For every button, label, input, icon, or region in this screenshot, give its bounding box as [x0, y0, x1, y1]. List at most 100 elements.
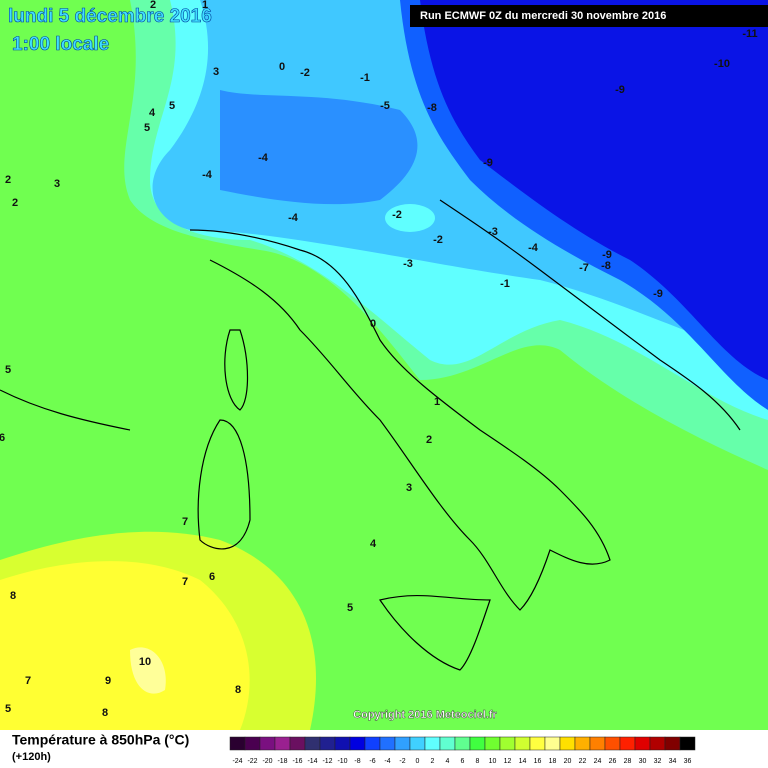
legend-tick-label: 22: [579, 758, 587, 765]
contour-label: -8: [601, 260, 611, 272]
legend-swatch: [559, 736, 576, 751]
contour-label: 1: [202, 0, 208, 11]
contour-label: 2: [426, 434, 432, 446]
legend-swatch: [664, 736, 681, 751]
legend-tick-label: 10: [489, 758, 497, 765]
contour-label: 1: [434, 396, 440, 408]
contour-label: 5: [5, 703, 11, 715]
contour-label: 10: [139, 656, 151, 668]
zone-blue: [220, 90, 418, 205]
legend-swatch: [304, 736, 321, 751]
legend-tick-label: 6: [461, 758, 465, 765]
legend-tick-label: -22: [247, 758, 257, 765]
copyright: Copyright 2016 Meteociel.fr: [353, 709, 497, 721]
legend-swatch: [604, 736, 621, 751]
legend-swatch: [244, 736, 261, 751]
legend-tick-label: -2: [399, 758, 405, 765]
contour-label: -5: [380, 100, 390, 112]
legend-tick-label: 30: [639, 758, 647, 765]
legend-swatch: [274, 736, 291, 751]
forecast-date: lundi 5 décembre 2016: [8, 6, 212, 27]
legend-swatch: [409, 736, 426, 751]
legend-swatch: [259, 736, 276, 751]
contour-label: 6: [209, 571, 215, 583]
legend-tick-label: 24: [594, 758, 602, 765]
legend-tick-label: 28: [624, 758, 632, 765]
legend-swatch: [289, 736, 306, 751]
legend-swatch: [529, 736, 546, 751]
legend-tick-label: 8: [476, 758, 480, 765]
contour-label: 8: [235, 684, 241, 696]
legend-swatch: [499, 736, 516, 751]
contour-label: 5: [144, 122, 150, 134]
run-info: Run ECMWF 0Z du mercredi 30 novembre 201…: [420, 10, 666, 22]
contour-label: -7: [579, 262, 589, 274]
legend-tick-label: -14: [307, 758, 317, 765]
legend-swatch: [514, 736, 531, 751]
legend-tick-label: 34: [669, 758, 677, 765]
legend-swatch: [439, 736, 456, 751]
contour-label: -10: [714, 58, 730, 70]
legend: -24 -22 -20 -18 -16 -14 -12 -10 -8 -6 -4 -2 0 2 4 6 8 10 1…: [229, 736, 696, 765]
run-banner: [410, 5, 768, 27]
legend-swatch: [649, 736, 666, 751]
contour-label: -9: [602, 249, 612, 261]
legend-tick-label: -6: [369, 758, 375, 765]
legend-tick-label: -24: [232, 758, 242, 765]
legend-tick-label: 20: [564, 758, 572, 765]
legend-swatch: [349, 736, 366, 751]
contour-label: -3: [488, 226, 498, 238]
legend-tick-label: 32: [654, 758, 662, 765]
footer-title: Température à 850hPa (°C): [12, 732, 189, 748]
legend-swatch: [229, 736, 246, 751]
contour-label: 8: [10, 590, 16, 602]
contour-label: -9: [483, 157, 493, 169]
contour-label: -4: [528, 242, 539, 254]
legend-tick-label: 36: [684, 758, 692, 765]
contour-label: 2: [150, 0, 156, 11]
contour-label: 5: [169, 100, 175, 112]
legend-swatch: [364, 736, 381, 751]
legend-swatch: [574, 736, 591, 751]
contour-label: 0: [370, 318, 376, 330]
contour-label: 7: [182, 576, 188, 588]
contour-label: 7: [25, 675, 31, 687]
legend-tick-label: -18: [277, 758, 287, 765]
legend-tick-label: -12: [322, 758, 332, 765]
footer-subtitle: (+120h): [12, 751, 51, 763]
legend-tick-label: -8: [354, 758, 360, 765]
legend-swatch: [589, 736, 606, 751]
legend-swatch: [454, 736, 471, 751]
contour-label: -9: [653, 288, 663, 300]
legend-tick-label: 4: [446, 758, 450, 765]
contour-label: -4: [288, 212, 299, 224]
legend-swatch: [379, 736, 396, 751]
contour-label: 4: [370, 538, 377, 550]
forecast-time: 1:00 locale: [12, 34, 109, 55]
legend-tick-label: 26: [609, 758, 617, 765]
contour-label: 3: [213, 66, 219, 78]
contour-label: 5: [5, 364, 11, 376]
zone-dark-blue: [420, 0, 768, 380]
legend-swatch: [334, 736, 351, 751]
legend-tick-label: 14: [519, 758, 527, 765]
contour-label: 3: [54, 178, 60, 190]
zone-cyan-patch: [385, 204, 435, 232]
legend-tick-label: -20: [262, 758, 272, 765]
legend-swatch: [544, 736, 561, 751]
contour-label: -2: [392, 209, 402, 221]
legend-tick-label: -4: [384, 758, 390, 765]
legend-swatch: [484, 736, 501, 751]
contour-label: 5: [347, 602, 353, 614]
zone-yellow: [0, 561, 250, 730]
contour-label: 4: [149, 107, 156, 119]
contour-label: 9: [105, 675, 111, 687]
contour-label: 3: [406, 482, 412, 494]
legend-tick-label: 2: [431, 758, 435, 765]
legend-swatch: [679, 736, 696, 751]
contour-label: 2: [5, 174, 11, 186]
contour-label: -1: [360, 72, 370, 84]
contour-label: -8: [427, 102, 437, 114]
legend-tick-label: -10: [337, 758, 347, 765]
